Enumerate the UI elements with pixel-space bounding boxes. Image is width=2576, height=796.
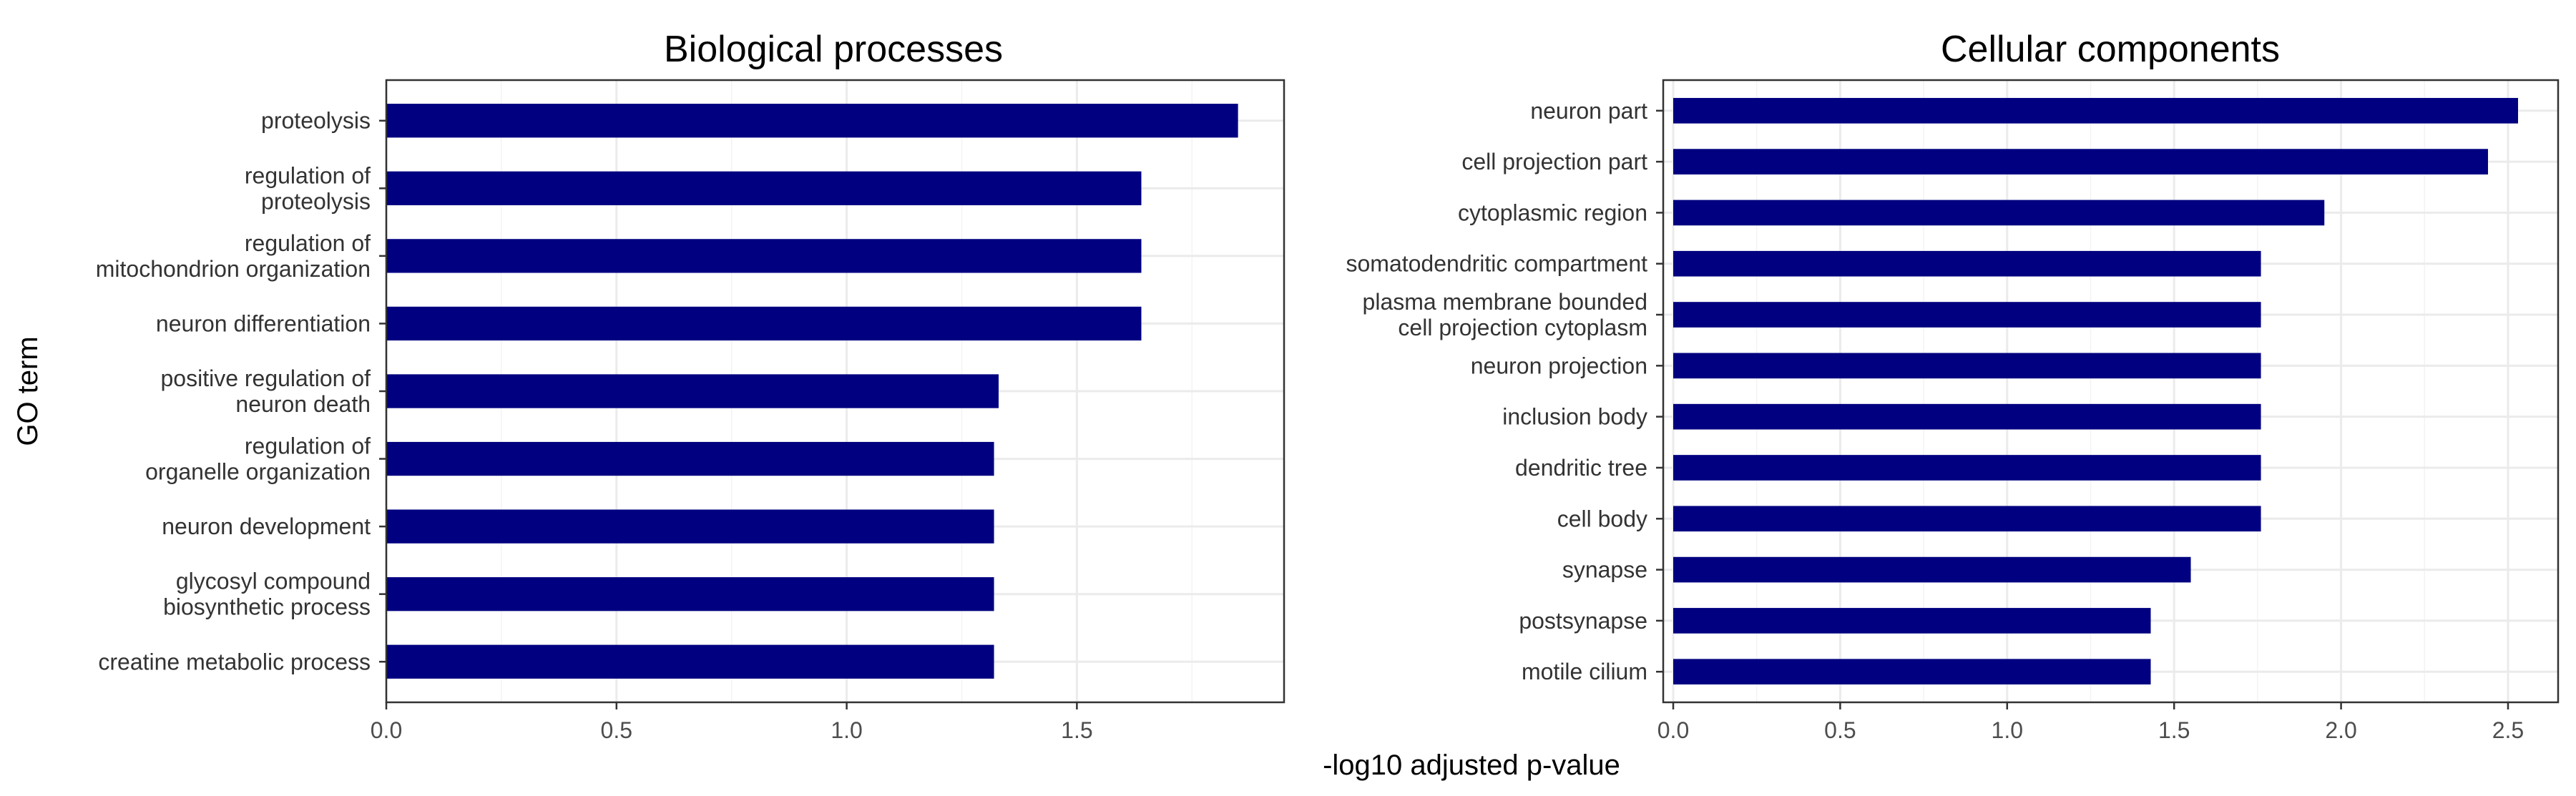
chart-title: Biological processes [664, 29, 1003, 70]
bar [386, 104, 1238, 138]
bar [1673, 556, 2191, 583]
bar [386, 239, 1142, 273]
bar [1673, 200, 2325, 226]
category-label: cell projection part [1461, 149, 1647, 175]
bar [386, 306, 1142, 341]
category-label: neuron development [162, 514, 371, 539]
category-label: cell body [1557, 506, 1647, 531]
bar [386, 577, 994, 611]
x-tick-label: 2.0 [2325, 717, 2356, 743]
category-label: synapse [1562, 557, 1647, 583]
category-label: plasma membrane bounded cell projection c… [1363, 289, 1647, 340]
bar [386, 374, 999, 408]
x-tick-label: 0.0 [371, 717, 402, 743]
bar [1673, 506, 2261, 532]
category-label: glycosyl compound biosynthetic process [163, 569, 371, 620]
category-label: regulation of mitochondrion organization [96, 230, 371, 282]
category-label: neuron part [1530, 98, 1647, 124]
bar [386, 171, 1142, 205]
bar [386, 509, 994, 544]
x-tick-label: 1.5 [2158, 717, 2190, 743]
x-tick-label: 1.0 [831, 717, 862, 743]
bar [386, 441, 994, 476]
x-tick-label: 0.5 [1824, 717, 1856, 743]
category-label: postsynapse [1519, 608, 1647, 634]
bar [1673, 455, 2261, 481]
y-axis-title: GO term [12, 336, 44, 446]
category-label: regulation of organelle organization [145, 433, 371, 485]
bar [1673, 149, 2488, 175]
bar [1673, 659, 2151, 685]
x-tick-label: 1.5 [1061, 717, 1092, 743]
bar [1673, 403, 2261, 430]
x-tick-label: 1.0 [1992, 717, 2023, 743]
bar [1673, 302, 2261, 328]
x-tick-label: 0.0 [1657, 717, 1689, 743]
category-label: inclusion body [1502, 404, 1647, 430]
category-label: dendritic tree [1515, 455, 1647, 481]
bar [386, 644, 994, 679]
category-label: regulation of proteolysis [245, 162, 371, 214]
panel-cellular-components: Cellular components neuron part cell proje… [1346, 29, 2560, 743]
category-label: creatine metabolic process [98, 649, 371, 674]
x-tick-label: 0.5 [601, 717, 632, 743]
bar [1673, 97, 2518, 124]
panel-biological-processes: Biological processes GO term proteolysis re… [12, 29, 1285, 743]
bar [1673, 608, 2151, 634]
category-label: motile cilium [1522, 659, 1647, 684]
bar [1673, 250, 2261, 277]
category-label: positive regulation of neuron death [160, 365, 371, 417]
x-tick-label: 2.5 [2492, 717, 2524, 743]
x-axis-title: -log10 adjusted p-value [1323, 750, 1620, 781]
category-label: somatodendritic compartment [1346, 251, 1647, 277]
panel-border [1662, 79, 2560, 704]
chart-title: Cellular components [1941, 29, 2280, 70]
category-label: proteolysis [261, 108, 371, 134]
category-label: neuron projection [1471, 353, 1647, 378]
category-label: cytoplasmic region [1458, 200, 1647, 225]
category-label: neuron differentiation [156, 310, 371, 336]
bar [1673, 353, 2261, 379]
